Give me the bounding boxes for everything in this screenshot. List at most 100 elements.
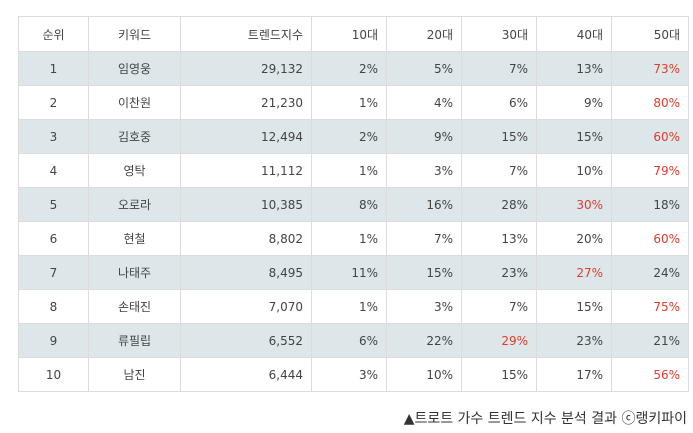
age-40s-cell: 13% [536, 51, 612, 86]
table-row: 5 오로라 10,385 8% 16% 28% 30% 18% [18, 187, 689, 222]
trend-index-cell: 8,802 [180, 221, 312, 256]
age-20s-cell: 3% [386, 289, 462, 324]
keyword-cell: 오로라 [88, 187, 181, 222]
age-20s-cell: 4% [386, 85, 462, 120]
keyword-cell: 나태주 [88, 255, 181, 290]
trend-table: 순위 키워드 트렌드지수 10대 20대 30대 40대 50대 1 임영웅 29,… [18, 16, 689, 392]
age-10s-cell: 11% [311, 255, 387, 290]
age-10s-cell: 2% [311, 119, 387, 154]
trend-index-cell: 6,552 [180, 323, 312, 358]
trend-index-cell: 21,230 [180, 85, 312, 120]
trend-index-cell: 10,385 [180, 187, 312, 222]
header-age-50s: 50대 [611, 16, 689, 52]
age-20s-cell: 22% [386, 323, 462, 358]
age-40s-cell: 23% [536, 323, 612, 358]
trend-index-cell: 29,132 [180, 51, 312, 86]
keyword-cell: 김호중 [88, 119, 181, 154]
table-row: 8 손태진 7,070 1% 3% 7% 15% 75% [18, 289, 689, 324]
header-age-20s: 20대 [386, 16, 462, 52]
table-row: 4 영탁 11,112 1% 3% 7% 10% 79% [18, 153, 689, 188]
rank-cell: 9 [18, 323, 89, 358]
age-30s-cell: 7% [461, 289, 537, 324]
age-40s-cell: 10% [536, 153, 612, 188]
rank-cell: 6 [18, 221, 89, 256]
trend-index-cell: 6,444 [180, 357, 312, 392]
age-10s-cell: 1% [311, 289, 387, 324]
keyword-cell: 현철 [88, 221, 181, 256]
age-20s-cell: 15% [386, 255, 462, 290]
keyword-cell: 류필립 [88, 323, 181, 358]
keyword-cell: 임영웅 [88, 51, 181, 86]
age-20s-cell: 9% [386, 119, 462, 154]
header-age-10s: 10대 [311, 16, 387, 52]
age-10s-cell: 1% [311, 85, 387, 120]
rank-cell: 2 [18, 85, 89, 120]
age-10s-cell: 2% [311, 51, 387, 86]
age-10s-cell: 1% [311, 221, 387, 256]
age-50s-cell: 80% [611, 85, 689, 120]
header-trend-index: 트렌드지수 [180, 16, 312, 52]
age-50s-cell: 73% [611, 51, 689, 86]
age-20s-cell: 10% [386, 357, 462, 392]
table-row: 7 나태주 8,495 11% 15% 23% 27% 24% [18, 255, 689, 290]
rank-cell: 7 [18, 255, 89, 290]
header-age-40s: 40대 [536, 16, 612, 52]
age-30s-cell: 7% [461, 51, 537, 86]
age-20s-cell: 7% [386, 221, 462, 256]
header-age-30s: 30대 [461, 16, 537, 52]
trend-index-cell: 8,495 [180, 255, 312, 290]
age-20s-cell: 3% [386, 153, 462, 188]
rank-cell: 3 [18, 119, 89, 154]
trend-index-cell: 7,070 [180, 289, 312, 324]
age-50s-cell: 60% [611, 221, 689, 256]
age-30s-cell: 7% [461, 153, 537, 188]
age-50s-cell: 79% [611, 153, 689, 188]
table-body: 1 임영웅 29,132 2% 5% 7% 13% 73% 2 이찬원 21,230 1% 4% 6% 9%… [18, 51, 689, 392]
table-row: 1 임영웅 29,132 2% 5% 7% 13% 73% [18, 51, 689, 86]
age-10s-cell: 8% [311, 187, 387, 222]
age-30s-cell: 15% [461, 357, 537, 392]
rank-cell: 1 [18, 51, 89, 86]
trend-index-cell: 12,494 [180, 119, 312, 154]
header-row: 순위 키워드 트렌드지수 10대 20대 30대 40대 50대 [18, 16, 689, 52]
table-row: 6 현철 8,802 1% 7% 13% 20% 60% [18, 221, 689, 256]
table-row: 2 이찬원 21,230 1% 4% 6% 9% 80% [18, 85, 689, 120]
age-40s-cell: 9% [536, 85, 612, 120]
keyword-cell: 영탁 [88, 153, 181, 188]
header-rank: 순위 [18, 16, 89, 52]
age-40s-cell: 27% [536, 255, 612, 290]
keyword-cell: 남진 [88, 357, 181, 392]
age-10s-cell: 6% [311, 323, 387, 358]
age-40s-cell: 30% [536, 187, 612, 222]
age-50s-cell: 75% [611, 289, 689, 324]
age-10s-cell: 3% [311, 357, 387, 392]
age-40s-cell: 20% [536, 221, 612, 256]
age-50s-cell: 18% [611, 187, 689, 222]
rank-cell: 4 [18, 153, 89, 188]
source-caption: ▲트로트 가수 트렌드 지수 분석 결과 ⓒ랭키파이 [403, 411, 687, 427]
age-50s-cell: 21% [611, 323, 689, 358]
age-40s-cell: 15% [536, 119, 612, 154]
trend-index-cell: 11,112 [180, 153, 312, 188]
age-30s-cell: 13% [461, 221, 537, 256]
keyword-cell: 이찬원 [88, 85, 181, 120]
age-30s-cell: 6% [461, 85, 537, 120]
age-50s-cell: 60% [611, 119, 689, 154]
age-30s-cell: 29% [461, 323, 537, 358]
age-30s-cell: 23% [461, 255, 537, 290]
rank-cell: 5 [18, 187, 89, 222]
header-keyword: 키워드 [88, 16, 181, 52]
age-30s-cell: 28% [461, 187, 537, 222]
age-50s-cell: 56% [611, 357, 689, 392]
rank-cell: 10 [18, 357, 89, 392]
table-row: 3 김호중 12,494 2% 9% 15% 15% 60% [18, 119, 689, 154]
age-20s-cell: 16% [386, 187, 462, 222]
age-40s-cell: 17% [536, 357, 612, 392]
table-row: 9 류필립 6,552 6% 22% 29% 23% 21% [18, 323, 689, 358]
age-30s-cell: 15% [461, 119, 537, 154]
table-row: 10 남진 6,444 3% 10% 15% 17% 56% [18, 357, 689, 392]
age-40s-cell: 15% [536, 289, 612, 324]
age-20s-cell: 5% [386, 51, 462, 86]
keyword-cell: 손태진 [88, 289, 181, 324]
